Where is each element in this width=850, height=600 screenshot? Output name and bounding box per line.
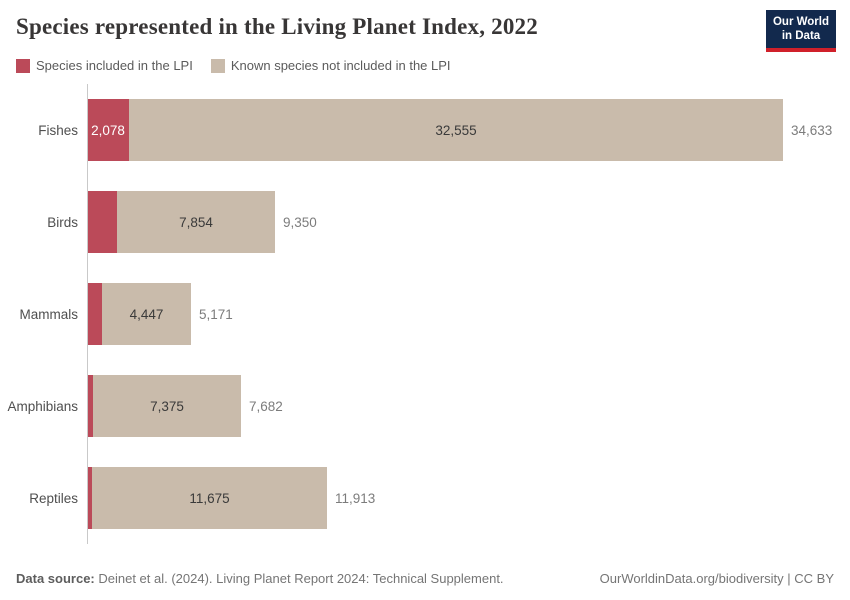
bar-segment-included[interactable]: [87, 191, 117, 253]
bar-segment-not-included[interactable]: 32,555: [129, 99, 783, 161]
bar-segment-included[interactable]: [87, 283, 102, 345]
bar-value-label: 2,078: [91, 122, 125, 138]
bar-value-label: 7,854: [179, 214, 213, 230]
category-label: Birds: [47, 214, 78, 230]
data-source-note: Data source: Deinet et al. (2024). Livin…: [16, 571, 504, 586]
owid-logo-line2: in Data: [781, 30, 821, 43]
legend: Species included in the LPI Known specie…: [0, 58, 850, 73]
category-label: Mammals: [19, 306, 78, 322]
legend-swatch-included-icon: [16, 58, 30, 73]
total-label: 9,350: [283, 214, 317, 230]
page-title: Species represented in the Living Planet…: [16, 14, 538, 39]
owid-logo: Our World in Data: [766, 10, 836, 52]
bar-row-reptiles: Reptiles 11,675 11,913: [0, 452, 850, 544]
bar-row-amphibians: Amphibians 7,375 7,682: [0, 360, 850, 452]
bar-value-label: 32,555: [435, 122, 477, 138]
owid-logo-line1: Our World: [772, 16, 829, 28]
bar-stack: 7,854 9,350: [87, 191, 317, 253]
bar-segment-not-included[interactable]: 4,447: [102, 283, 191, 345]
bar-row-mammals: Mammals 4,447 5,171: [0, 268, 850, 360]
category-label: Fishes: [38, 122, 78, 138]
legend-label-included: Species included in the LPI: [36, 58, 193, 73]
bar-segment-included[interactable]: [87, 375, 93, 437]
chart-footer: Data source: Deinet et al. (2024). Livin…: [16, 571, 834, 586]
total-label: 5,171: [199, 306, 233, 322]
total-label: 34,633: [791, 122, 833, 138]
bar-value-label: 11,675: [189, 490, 230, 506]
plot-area: Fishes 2,078 32,555 34,633 Birds 7,854 9,350 Ma…: [0, 84, 850, 544]
category-label: Reptiles: [29, 490, 78, 506]
bar-stack: 11,675 11,913: [87, 467, 375, 529]
bar-segment-included[interactable]: 2,078: [87, 99, 129, 161]
category-label: Amphibians: [7, 398, 78, 414]
bar-value-label: 4,447: [129, 306, 164, 322]
bar-stack: 7,375 7,682: [87, 375, 283, 437]
bar-segment-not-included[interactable]: 11,675: [92, 467, 327, 529]
footer-link[interactable]: OurWorldinData.org/biodiversity | CC BY: [599, 571, 834, 586]
bar-segment-not-included[interactable]: 7,375: [93, 375, 241, 437]
legend-label-not-included: Known species not included in the LPI: [230, 58, 451, 73]
data-source-text: Deinet et al. (2024). Living Planet Repo…: [94, 571, 504, 586]
bar-row-fishes: Fishes 2,078 32,555 34,633: [0, 84, 850, 176]
bar-row-birds: Birds 7,854 9,350: [0, 176, 850, 268]
bar-segment-included[interactable]: [87, 467, 92, 529]
bar-value-label: 7,375: [150, 398, 184, 414]
legend-swatch-not-included-icon: [210, 58, 225, 73]
bar-stack: 4,447 5,171: [87, 283, 233, 345]
chart-header: Species represented in the Living Planet…: [0, 0, 850, 52]
data-source-label: Data source:: [16, 571, 95, 586]
total-label: 7,682: [249, 398, 283, 414]
legend-item-not-included[interactable]: Known species not included in the LPI: [210, 58, 451, 73]
legend-item-included[interactable]: Species included in the LPI: [16, 58, 193, 73]
bar-stack: 2,078 32,555 34,633: [87, 99, 832, 161]
total-label: 11,913: [335, 490, 376, 506]
bar-segment-not-included[interactable]: 7,854: [117, 191, 275, 253]
y-axis-line: [87, 84, 88, 544]
